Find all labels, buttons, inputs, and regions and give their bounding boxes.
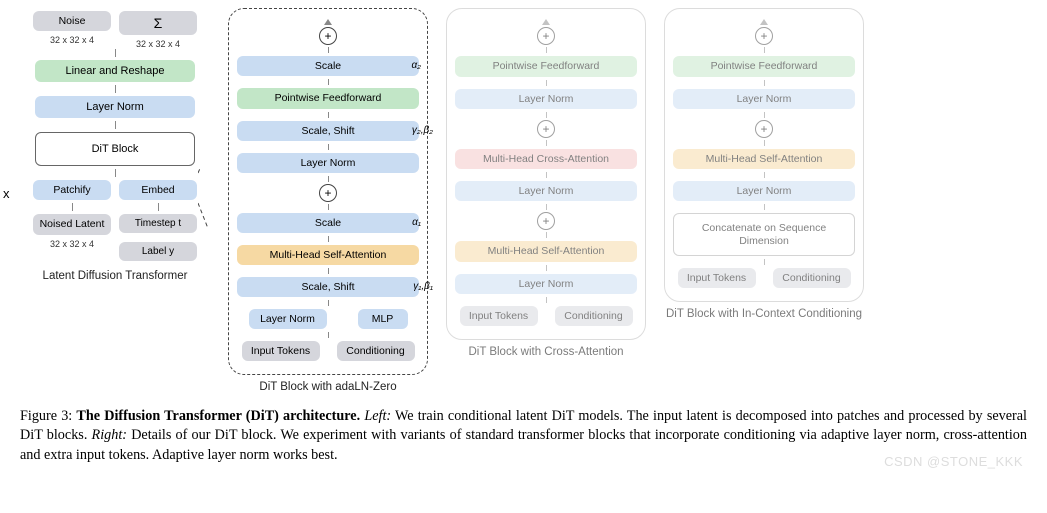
incontext-panel: + Pointwise Feedforward Layer Norm + Mul… — [664, 8, 864, 302]
gb2-label: γ₂,β₂ — [412, 125, 433, 136]
add-icon: + — [537, 27, 555, 45]
sigma-dim: 32 x 32 x 4 — [136, 39, 180, 49]
add-icon: + — [537, 120, 555, 138]
left-caption: Latent Diffusion Transformer — [43, 270, 188, 282]
adaln-panel-col: + Scale α₂ Pointwise Feedforward Scale, … — [228, 8, 428, 393]
figure: N x Noise 32 x 32 x 4 Σ 32 x 32 x 4 Line… — [20, 8, 1027, 393]
add-icon: + — [537, 212, 555, 230]
self-attn: Multi-Head Self-Attention — [237, 245, 419, 266]
timestep: Timestep t — [119, 214, 197, 233]
embed: Embed — [119, 180, 197, 200]
left-pipeline: N x Noise 32 x 32 x 4 Σ 32 x 32 x 4 Line… — [20, 8, 210, 282]
label-y: Label y — [119, 242, 197, 261]
caption-text: Figure 3: The Diffusion Transformer (DiT… — [20, 408, 1027, 462]
conditioning: Conditioning — [555, 306, 633, 326]
alpha1-label: α₁ — [412, 217, 421, 228]
conditioning: Conditioning — [337, 341, 415, 361]
ln1: Layer Norm — [455, 274, 637, 294]
ln1: Layer Norm — [249, 309, 327, 329]
figure-caption: Figure 3: The Diffusion Transformer (DiT… — [20, 407, 1027, 465]
scale-shift2: Scale, Shift — [237, 121, 419, 141]
watermark: CSDN @STONE_KKK — [884, 454, 1023, 469]
self-attn: Multi-Head Self-Attention — [673, 149, 855, 170]
noise-block: Noise — [33, 11, 111, 31]
nx-label: N x — [0, 186, 10, 201]
ln2: Layer Norm — [237, 153, 419, 173]
scale-shift1: Scale, Shift — [237, 277, 419, 297]
add2-icon: + — [319, 27, 337, 45]
input-tokens: Input Tokens — [460, 306, 538, 326]
noise-dim: 32 x 32 x 4 — [50, 35, 94, 45]
scale1: Scale — [237, 213, 419, 233]
ffw: Pointwise Feedforward — [237, 88, 419, 109]
ln3: Layer Norm — [455, 89, 637, 109]
add-icon: + — [755, 120, 773, 138]
scale2: Scale — [237, 56, 419, 76]
noised-dim: 32 x 32 x 4 — [50, 239, 94, 249]
cross-panel: + Pointwise Feedforward Layer Norm + Mul… — [446, 8, 646, 340]
ln1: Layer Norm — [673, 181, 855, 201]
cross-panel-col: + Pointwise Feedforward Layer Norm + Mul… — [446, 8, 646, 358]
alpha2-label: α₂ — [411, 60, 421, 71]
incontext-caption: DiT Block with In-Context Conditioning — [666, 308, 862, 320]
self-attn: Multi-Head Self-Attention — [455, 241, 637, 262]
ln2: Layer Norm — [673, 89, 855, 109]
input-tokens: Input Tokens — [242, 341, 320, 361]
linear-reshape: Linear and Reshape — [35, 60, 195, 82]
sigma-block: Σ — [119, 11, 197, 35]
incontext-panel-col: + Pointwise Feedforward Layer Norm + Mul… — [664, 8, 864, 320]
cross-attn: Multi-Head Cross-Attention — [455, 149, 637, 170]
noised-latent: Noised Latent — [33, 214, 111, 235]
ln2: Layer Norm — [455, 181, 637, 201]
gb1-label: γ₁,β₁ — [413, 281, 433, 292]
cross-caption: DiT Block with Cross-Attention — [468, 346, 623, 358]
conditioning: Conditioning — [773, 268, 851, 288]
layer-norm: Layer Norm — [35, 96, 195, 118]
add-icon: + — [755, 27, 773, 45]
add1-icon: + — [319, 184, 337, 202]
ffw: Pointwise Feedforward — [673, 56, 855, 77]
concat: Concatenate on Sequence Dimension — [673, 213, 855, 256]
dit-block: DiT Block — [35, 132, 195, 166]
mlp: MLP — [358, 309, 408, 329]
patchify: Patchify — [33, 180, 111, 200]
main-caption: DiT Block with adaLN-Zero — [259, 381, 396, 393]
adaln-panel: + Scale α₂ Pointwise Feedforward Scale, … — [228, 8, 428, 375]
input-tokens: Input Tokens — [678, 268, 756, 288]
ffw: Pointwise Feedforward — [455, 56, 637, 77]
